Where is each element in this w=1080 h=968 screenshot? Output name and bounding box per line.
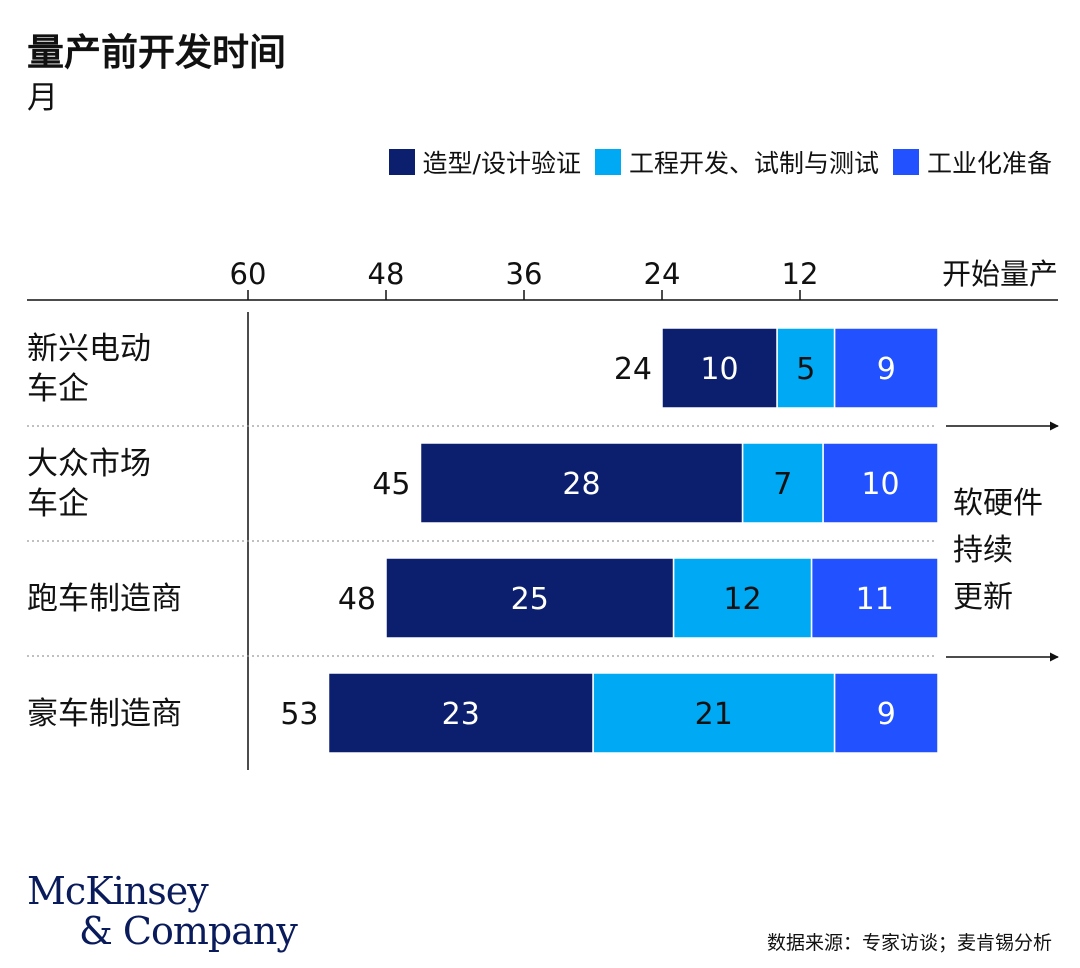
data-label: 25 <box>511 582 549 617</box>
data-label: 9 <box>877 697 896 732</box>
x-tick-label: 24 <box>644 257 681 291</box>
legend-label-industrialization: 工业化准备 <box>926 149 1052 178</box>
data-label: 10 <box>861 467 899 502</box>
data-label: 23 <box>442 697 480 732</box>
x-tick-label: 48 <box>368 257 405 291</box>
data-label: 12 <box>723 582 761 617</box>
total-label: 48 <box>338 582 376 617</box>
bar-segment <box>672 557 813 639</box>
data-label: 9 <box>877 352 896 387</box>
annotation-line: 软硬件 <box>953 486 1043 521</box>
annotation-line: 持续 <box>953 533 1013 568</box>
data-label: 10 <box>700 352 738 387</box>
logo-line-1: McKinsey <box>27 869 209 913</box>
bar-segment <box>385 557 675 639</box>
total-label: 24 <box>614 352 652 387</box>
category-label-line: 跑车制造商 <box>27 581 182 617</box>
bar-segment <box>741 442 824 524</box>
legend-label-design: 造型/设计验证 <box>422 149 581 178</box>
data-label: 21 <box>695 697 733 732</box>
data-label: 11 <box>856 582 894 617</box>
bar-segment <box>822 442 939 524</box>
total-label: 53 <box>280 697 318 732</box>
category-label-line: 大众市场 <box>27 446 151 482</box>
bar-segment <box>833 672 939 754</box>
data-label: 5 <box>796 352 815 387</box>
chart-legend: 造型/设计验证 工程开发、试制与测试 工业化准备 <box>375 144 1052 180</box>
x-axis-end-label: 开始量产 <box>942 257 1058 291</box>
legend-swatch-design <box>388 149 415 175</box>
legend-item-design: 造型/设计验证 <box>388 144 581 180</box>
mckinsey-logo: McKinsey & Company <box>27 869 298 953</box>
bar-segment <box>419 442 744 524</box>
legend-label-engineering: 工程开发、试制与测试 <box>628 149 879 178</box>
total-label: 45 <box>372 467 410 502</box>
annotation-line: 更新 <box>953 580 1013 615</box>
category-label-line: 车企 <box>27 371 89 407</box>
category-label: 豪车制造商 <box>27 696 182 732</box>
bar-segment <box>327 672 594 754</box>
source-note: 数据来源：专家访谈；麦肯锡分析 <box>766 932 1052 954</box>
bar-segment <box>833 327 939 409</box>
logo-line-2: & Company <box>79 908 298 953</box>
data-label: 7 <box>773 467 792 502</box>
chart-subtitle: 月 <box>27 80 58 116</box>
bar-segment <box>592 672 836 754</box>
category-label-line: 新兴电动 <box>27 331 151 367</box>
legend-swatch-industrialization <box>892 149 919 175</box>
category-label-line: 车企 <box>27 486 89 522</box>
x-tick-label: 12 <box>782 257 819 291</box>
bar-segment <box>776 327 836 409</box>
legend-item-engineering: 工程开发、试制与测试 <box>594 144 879 180</box>
x-tick-label: 36 <box>506 257 543 291</box>
category-label: 大众市场车企 <box>27 446 151 522</box>
data-label: 28 <box>562 467 600 502</box>
annotation-software-updates: 软硬件持续更新 <box>953 486 1043 615</box>
legend-item-industrialization: 工业化准备 <box>892 144 1052 180</box>
chart-title: 量产前开发时间 <box>27 31 286 74</box>
category-label: 新兴电动车企 <box>27 331 151 407</box>
bar-segment <box>810 557 939 639</box>
category-label: 跑车制造商 <box>27 581 182 617</box>
category-label-line: 豪车制造商 <box>27 696 182 732</box>
legend-swatch-engineering <box>594 149 621 175</box>
bar-segment <box>661 327 778 409</box>
x-tick-label: 60 <box>230 257 267 291</box>
